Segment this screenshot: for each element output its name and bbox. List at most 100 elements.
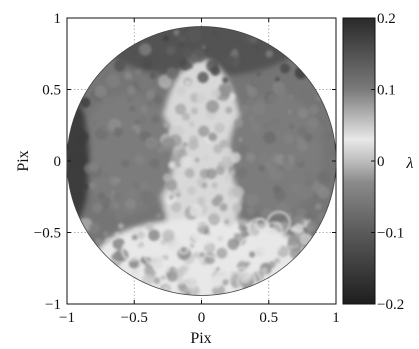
heatmap-swirl [218, 266, 231, 280]
heatmap-speckle [158, 74, 172, 89]
heatmap-swirl [143, 242, 167, 266]
heatmap-speckle [79, 97, 91, 108]
x-axis: −1 −0.5 0 0.5 1 [59, 18, 340, 326]
heatmap-speckle [221, 278, 229, 286]
heatmap-speckle [292, 111, 298, 116]
heatmap-speckle [131, 234, 138, 241]
heatmap-speckle [254, 44, 261, 51]
heatmap-speckle [269, 119, 280, 130]
heatmap-speckle [145, 223, 154, 232]
heatmap-speckle [298, 138, 305, 145]
heatmap-speckle [190, 107, 199, 115]
heatmap-speckle [134, 119, 139, 124]
heatmap-speckle [229, 170, 235, 176]
heatmap-speckle [300, 186, 313, 200]
heatmap-speckle [88, 222, 101, 234]
heatmap-speckle [170, 201, 182, 213]
heatmap-speckle [222, 77, 229, 84]
heatmap-speckle [89, 181, 97, 190]
heatmap-speckle [137, 76, 152, 90]
heatmap-speckle [236, 260, 248, 272]
heatmap-speckle [145, 90, 156, 100]
heatmap-speckle [187, 186, 196, 195]
heatmap-speckle [67, 155, 76, 169]
heatmap-disk [67, 26, 336, 296]
heatmap-speckle [249, 251, 256, 258]
heatmap-speckle [150, 256, 164, 269]
heatmap-speckle [263, 131, 276, 144]
heatmap-speckle [127, 187, 138, 198]
heatmap-speckle [93, 79, 100, 85]
heatmap-speckle [197, 71, 209, 84]
y-axis: 1 0.5 0 −0.5 −1 [34, 11, 336, 313]
heatmap-speckle [148, 205, 156, 213]
heatmap-speckle [100, 139, 111, 150]
heatmap-speckle [194, 157, 200, 163]
heatmap-speckle [124, 71, 133, 80]
heatmap-speckle [272, 221, 283, 232]
heatmap-speckle [145, 136, 158, 149]
heatmap-speckle [222, 55, 235, 68]
colorbar-label: λ [406, 155, 414, 172]
heatmap-speckle [216, 87, 231, 101]
heatmap-speckle [211, 182, 218, 189]
heatmap-speckle [106, 73, 121, 88]
heatmap-speckle [137, 116, 147, 126]
colorbar-tick-label: 0.1 [377, 83, 396, 99]
heatmap-speckle [132, 51, 137, 56]
heatmap-speckle [185, 277, 198, 290]
heatmap-speckle [275, 77, 280, 82]
colorbar-tick-label: 0 [377, 154, 385, 170]
heatmap-speckle [289, 94, 294, 99]
heatmap-speckle [241, 225, 248, 232]
heatmap-speckle [176, 192, 181, 198]
heatmap-speckle [306, 220, 319, 233]
y-tick-label: 1 [54, 11, 62, 27]
heatmap-speckle [187, 28, 201, 42]
heatmap-speckle [152, 121, 157, 126]
heatmap-speckle [92, 120, 97, 126]
heatmap-speckle [166, 45, 176, 56]
heatmap-speckle [266, 161, 272, 168]
heatmap-swirl [106, 236, 134, 264]
heatmap-speckle [240, 104, 250, 114]
heatmap-speckle [216, 247, 228, 259]
heatmap-speckle [151, 115, 160, 124]
heatmap-speckle [112, 191, 122, 201]
heatmap-speckle [177, 34, 186, 44]
heatmap-swirl [254, 218, 267, 231]
heatmap-speckle [238, 219, 246, 227]
heatmap-speckle [103, 231, 108, 237]
heatmap-speckle [227, 238, 240, 250]
heatmap-speckle [89, 162, 100, 173]
heatmap-speckle [252, 102, 266, 115]
heatmap-speckle [114, 177, 121, 184]
heatmap-speckle [215, 166, 225, 176]
heatmap-speckle [245, 193, 258, 207]
heatmap-speckle [198, 125, 210, 137]
heatmap-speckle [199, 252, 205, 258]
heatmap-speckle [173, 29, 180, 36]
y-tick-label: −0.5 [34, 226, 61, 242]
heatmap-speckle [224, 174, 232, 182]
heatmap-speckle [162, 173, 172, 183]
heatmap-speckle [118, 223, 124, 230]
heatmap-speckle [187, 63, 194, 69]
heatmap-speckle [315, 125, 324, 134]
heatmap-speckle [139, 181, 149, 192]
heatmap-swirl [194, 223, 217, 246]
heatmap-speckle [95, 238, 101, 244]
heatmap-speckle [297, 126, 308, 137]
heatmap-speckle [161, 137, 176, 152]
heatmap-speckle [317, 171, 331, 185]
heatmap-speckle [268, 261, 276, 269]
colorbar [342, 17, 376, 305]
heatmap-speckle [259, 152, 270, 164]
heatmap-speckle [273, 188, 286, 202]
heatmap-speckle [195, 92, 207, 103]
heatmap-speckle [211, 88, 221, 99]
heatmap-speckle [162, 35, 170, 42]
heatmap-speckle [250, 121, 261, 133]
heatmap-speckle [221, 146, 232, 157]
heatmap-speckle [113, 127, 123, 137]
